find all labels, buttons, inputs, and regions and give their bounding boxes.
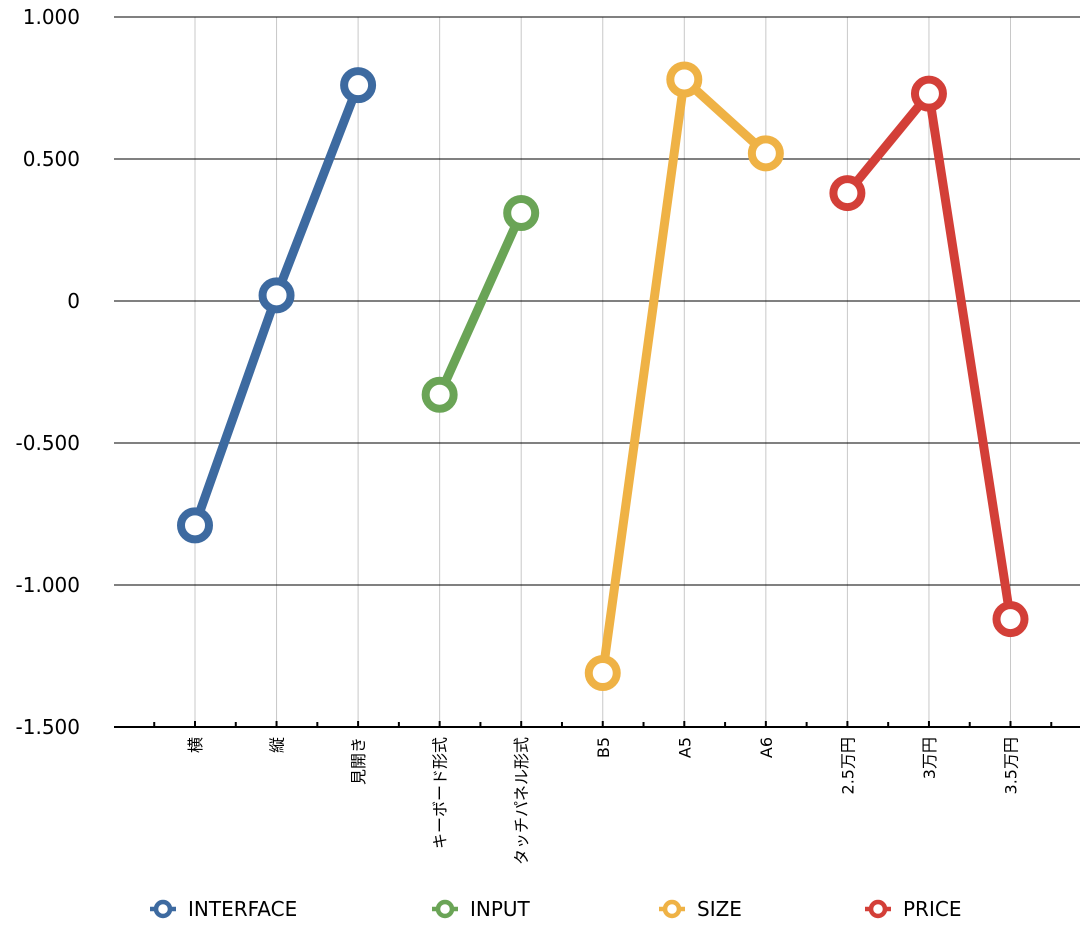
x-tick-label: A5 [675,737,694,758]
series-line [435,208,526,400]
legend-marker [435,899,455,919]
legend-label: INPUT [470,897,531,921]
data-point [747,135,784,172]
x-tick-label: A6 [757,737,776,758]
data-point [258,277,295,314]
data-point [584,655,621,692]
data-point [910,75,947,112]
x-tick-label: 横 [186,737,205,753]
legend-label: SIZE [697,897,742,921]
legend-item-interface: INTERFACE [150,897,297,921]
data-point [503,194,540,231]
x-tick-label: タッチパネル形式 [512,737,531,865]
series-price [829,75,1029,638]
series-interface [177,67,377,544]
series-input [421,194,540,413]
y-tick-label: 1.000 [23,5,80,29]
y-tick-label: -1.500 [16,715,80,739]
data-point [666,61,703,98]
x-tick-labels: 横 縦 見開き キーボード形式 タッチパネル形式 B5 A5 A6 2.5万円 3万円 3.5万円 [186,737,1021,865]
data-point [177,507,213,544]
x-tick-label: 3.5万円 [1002,737,1021,794]
data-point [340,67,377,104]
x-tick-label: B5 [594,737,613,758]
legend: INTERFACE INPUT SIZE PRICE [150,897,961,921]
data-point [992,601,1029,638]
x-tick-label: 3万円 [920,737,939,779]
legend-item-size: SIZE [659,897,742,921]
series-size [584,61,784,692]
series [177,61,1029,692]
x-tick-label: 2.5万円 [838,737,857,794]
x-tick-label: 縦 [268,737,287,753]
x-tick-label: 見開き [349,737,368,785]
legend-label: PRICE [903,897,961,921]
y-tick-label: 0.500 [23,147,80,171]
legend-marker [868,899,888,919]
x-tick-label: キーボード形式 [431,737,450,849]
legend-marker [153,899,173,919]
data-point [421,376,458,413]
legend-marker [662,899,682,919]
y-tick-labels: 1.000 0.500 0 -0.500 -1.000 -1.500 [16,5,80,739]
y-tick-label: -0.500 [16,431,80,455]
axes [114,721,1080,728]
data-point [829,175,866,212]
y-tick-label: 0 [67,289,80,313]
legend-item-price: PRICE [865,897,961,921]
y-tick-label: -1.000 [16,573,80,597]
legend-label: INTERFACE [188,897,297,921]
legend-item-input: INPUT [432,897,531,921]
